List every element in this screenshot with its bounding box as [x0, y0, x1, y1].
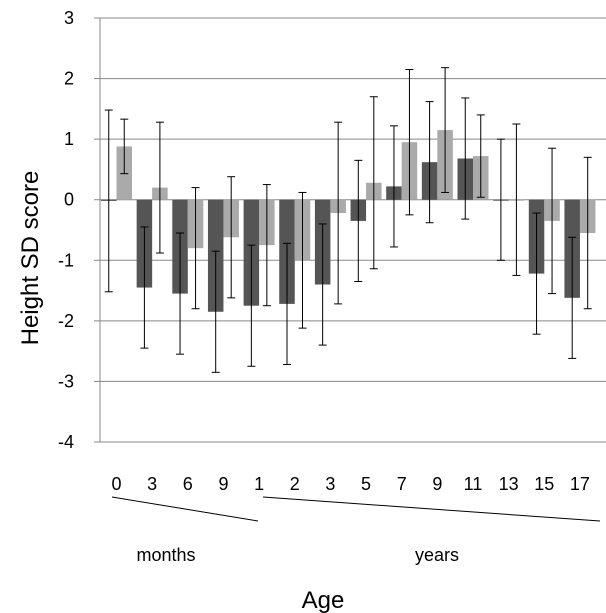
error-bar-series-2 — [441, 67, 450, 193]
error-bar-series-2 — [512, 123, 521, 276]
error-bar-series-2 — [120, 118, 129, 175]
y-tick-label: 2 — [64, 69, 74, 89]
error-bar-series-1 — [461, 97, 470, 220]
x-tick-label: 2 — [290, 474, 300, 494]
years-bracket-line — [262, 496, 601, 522]
x-tick-label: 0 — [111, 474, 121, 494]
y-tick-label: 0 — [64, 190, 74, 210]
x-tick-label: 11 — [464, 474, 483, 494]
x-tick-label: 7 — [397, 474, 407, 494]
x-tick-label: 17 — [570, 474, 590, 494]
group-label-years: years — [415, 545, 459, 565]
error-bar-series-1 — [211, 250, 220, 373]
error-bar-series-1 — [318, 223, 327, 346]
y-tick-label: -1 — [58, 250, 74, 270]
error-bar-series-2 — [548, 147, 557, 295]
y-tick-label: -2 — [58, 311, 74, 331]
error-bar-series-2 — [334, 121, 343, 305]
x-tick-label: 3 — [325, 474, 335, 494]
error-bar-series-1 — [532, 212, 541, 335]
error-bar-series-2 — [369, 96, 378, 270]
bars — [101, 130, 596, 312]
x-axis-tick-labels: 0 3 6 9 1 2 3 5 7 9 11 13 15 17 — [111, 474, 589, 494]
error-bar-series-2 — [405, 68, 414, 216]
error-bar-series-1 — [389, 125, 398, 248]
error-bar-series-2 — [262, 184, 271, 307]
error-bar-series-1 — [425, 101, 434, 224]
error-bars — [104, 67, 592, 373]
error-bar-series-1 — [104, 109, 113, 293]
error-bar-series-1 — [568, 236, 577, 359]
error-bar-series-1 — [496, 138, 505, 261]
y-tick-label: -3 — [58, 371, 74, 391]
error-bar-series-1 — [354, 159, 363, 282]
x-tick-label: 9 — [218, 474, 228, 494]
error-bar-series-2 — [298, 191, 307, 329]
error-bar-series-2 — [583, 156, 592, 310]
error-bar-series-2 — [476, 114, 485, 198]
x-tick-label: 9 — [432, 474, 442, 494]
group-label-months: months — [136, 545, 195, 565]
x-axis-title: Age — [302, 587, 345, 613]
x-tick-label: 6 — [183, 474, 193, 494]
y-tick-label: 3 — [64, 8, 74, 28]
x-tick-label: 13 — [499, 474, 519, 494]
error-bar-series-1 — [176, 232, 185, 355]
y-axis-title: Height SD score — [17, 171, 44, 346]
error-bar-series-2 — [155, 121, 164, 254]
x-tick-label: 5 — [361, 474, 371, 494]
error-bar-series-1 — [283, 242, 291, 365]
error-bar-series-1 — [247, 244, 256, 367]
months-bracket-line — [111, 496, 259, 522]
x-tick-label: 3 — [147, 474, 157, 494]
error-bar-series-1 — [140, 226, 149, 349]
x-tick-label: 1 — [254, 474, 264, 494]
y-axis-tick-labels: 3 2 1 0 -1 -2 -3 -4 — [58, 8, 74, 452]
y-tick-label: 1 — [64, 129, 74, 149]
error-bar-series-2 — [227, 176, 236, 299]
error-bar-series-2 — [191, 187, 200, 310]
x-tick-label: 15 — [534, 474, 554, 494]
y-tick-label: -4 — [58, 432, 74, 452]
